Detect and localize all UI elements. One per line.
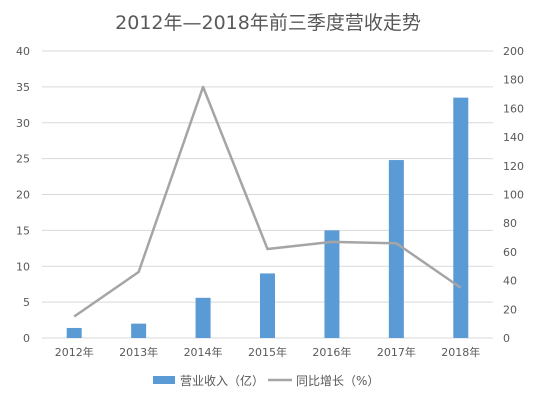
right-tick-label: 200 [503, 45, 524, 58]
x-tick-label: 2017年 [377, 345, 416, 359]
left-tick-label: 35 [16, 81, 30, 94]
right-tick-label: 140 [503, 131, 524, 144]
x-tick-label: 2014年 [184, 345, 223, 359]
left-tick-label: 20 [16, 189, 30, 202]
right-tick-label: 20 [503, 303, 517, 316]
left-tick-label: 40 [16, 45, 30, 58]
left-tick-label: 25 [16, 153, 30, 166]
right-tick-label: 60 [503, 246, 517, 259]
right-tick-label: 120 [503, 160, 524, 173]
legend-bar-swatch [153, 376, 175, 384]
bar [195, 297, 211, 338]
x-tick-label: 2013年 [119, 345, 158, 359]
left-tick-label: 30 [16, 117, 30, 130]
bar [388, 160, 404, 338]
bar [324, 230, 340, 338]
right-tick-label: 180 [503, 74, 524, 87]
x-tick-label: 2015年 [248, 345, 287, 359]
right-tick-label: 40 [503, 275, 517, 288]
bar [260, 273, 275, 338]
x-tick-label: 2012年 [55, 345, 94, 359]
right-tick-label: 80 [503, 217, 517, 230]
left-tick-label: 0 [23, 332, 30, 345]
legend-bar-label: 营业收入（亿） [180, 373, 264, 388]
left-tick-label: 5 [23, 296, 30, 309]
legend-line-label: 同比增长（%） [296, 374, 379, 388]
x-tick-label: 2016年 [312, 345, 351, 359]
right-tick-label: 160 [503, 102, 524, 115]
right-tick-label: 100 [503, 189, 524, 202]
chart-title: 2012年—2018年前三季度营收走势 [115, 12, 421, 34]
right-tick-label: 0 [503, 332, 510, 345]
bar [131, 323, 147, 338]
x-tick-label: 2018年 [441, 345, 480, 359]
left-tick-label: 15 [16, 224, 30, 237]
left-tick-label: 10 [16, 260, 30, 273]
bar [453, 97, 469, 338]
bar [66, 327, 82, 338]
